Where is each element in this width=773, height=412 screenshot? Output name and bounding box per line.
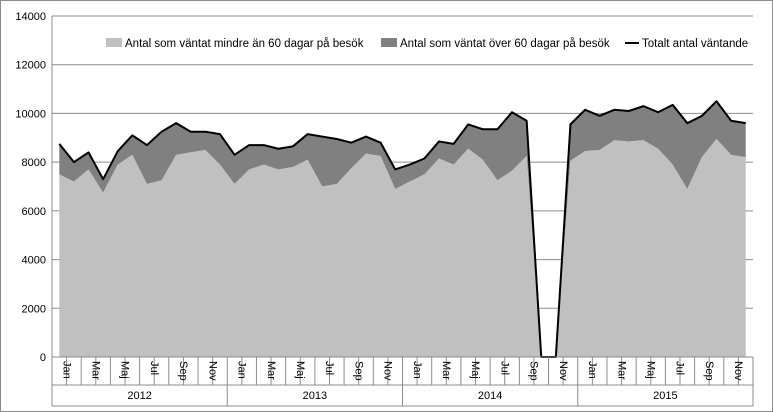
y-tick-label: 12000	[15, 60, 46, 72]
x-tick-label: Mar	[615, 361, 627, 380]
x-tick-label: Jul	[148, 361, 160, 375]
y-tick-label: 10000	[15, 108, 46, 120]
legend-label: Totalt antal väntande	[642, 38, 748, 50]
y-tick-label: 14000	[15, 11, 46, 23]
area-series-over-60-days	[59, 101, 746, 357]
x-tick-label: Jul	[323, 361, 335, 375]
x-tick-label: Jan	[60, 361, 72, 379]
x-tick-label: Jan	[411, 361, 423, 379]
x-tick-label: Maj	[644, 361, 656, 379]
year-label: 2014	[478, 390, 502, 402]
x-tick-label: Sep	[352, 361, 364, 381]
x-tick-label: Mar	[265, 361, 277, 380]
x-tick-label: Jul	[498, 361, 510, 375]
axes: 0 2000 4000 6000 8000 10000 12000 14000 Jan Mar Ma…	[15, 11, 754, 407]
x-tick-label: Nov	[557, 361, 569, 381]
line-series-total	[58, 100, 746, 358]
x-tick-label: Jul	[674, 361, 686, 375]
x-tick-label: Mar	[90, 361, 102, 380]
legend-label: Antal som väntat över 60 dagar på besök	[400, 38, 610, 50]
area-series	[59, 101, 746, 357]
x-tick-label: Sep	[177, 361, 189, 381]
x-tick-label: Maj	[469, 361, 481, 379]
x-tick-label: Nov	[206, 361, 218, 381]
y-tick-label: 2000	[22, 303, 46, 315]
legend-label: Antal som väntat mindre än 60 dagar på b…	[125, 38, 364, 50]
legend-swatch	[106, 38, 122, 47]
x-tick-label: Jan	[236, 361, 248, 379]
x-tick-label: Nov	[732, 361, 744, 381]
year-label: 2015	[653, 390, 677, 402]
x-tick-label: Sep	[703, 361, 715, 381]
x-tick-label: Maj	[294, 361, 306, 379]
y-tick-label: 0	[40, 352, 46, 364]
x-tick-label: Nov	[382, 361, 394, 381]
y-tick-label: 8000	[22, 157, 46, 169]
x-tick-label: Sep	[528, 361, 540, 381]
y-tick-label: 4000	[22, 255, 46, 267]
legend: Antal som väntat mindre än 60 dagar på b…	[106, 38, 748, 50]
x-tick-label: Maj	[119, 361, 131, 379]
legend-swatch	[381, 38, 397, 47]
y-tick-label: 6000	[22, 206, 46, 218]
x-tick-label: Jan	[586, 361, 598, 379]
year-label: 2013	[303, 390, 327, 402]
line-series	[58, 100, 746, 358]
area-series-under-60-days	[59, 139, 746, 357]
year-label: 2012	[127, 390, 151, 402]
x-tick-label: Mar	[440, 361, 452, 380]
